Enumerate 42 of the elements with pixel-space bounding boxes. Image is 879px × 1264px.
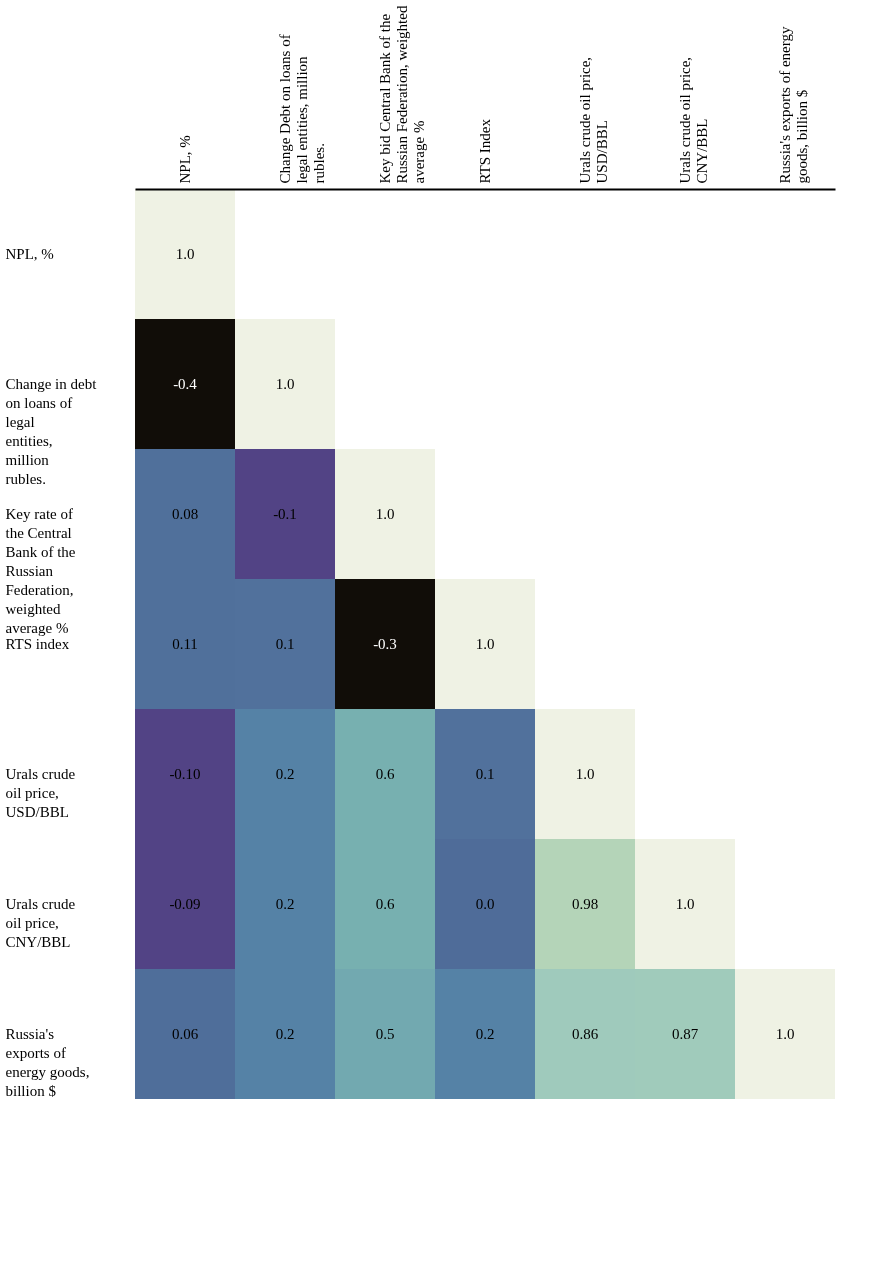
data-label: -0.09 xyxy=(169,896,201,912)
y-tick-label: NPL, % xyxy=(5,246,54,262)
x-tick-label: NPL, % xyxy=(177,135,193,184)
data-label: 1.0 xyxy=(775,1026,795,1042)
data-label: 1.0 xyxy=(175,246,195,262)
data-label: 1.0 xyxy=(275,376,295,392)
x-tick-label: Key bid Central Bank of the Russian Federation, weighted average % xyxy=(377,5,427,184)
data-label: 0.6 xyxy=(375,766,395,782)
x-tick-label: Change Debt on loans of legal entities, million rubles. xyxy=(277,34,327,184)
data-label: -0.3 xyxy=(373,636,397,652)
y-tick-label: Change in debt on loans of legal entities, million rubles. xyxy=(5,376,98,487)
data-label: 0.11 xyxy=(172,636,198,652)
data-label: 0.5 xyxy=(375,1026,395,1042)
x-tick-label: Russia's exports of energy goods, billion $ xyxy=(777,26,810,184)
data-label: 0.0 xyxy=(475,896,495,912)
x-tick-label: Urals crude oil price, USD/BBL xyxy=(577,56,610,184)
data-label: -0.10 xyxy=(169,766,201,782)
data-label: 0.2 xyxy=(275,896,295,912)
data-label: 0.2 xyxy=(275,1026,295,1042)
data-label: -0.4 xyxy=(173,376,198,392)
y-tick-label: RTS index xyxy=(5,636,70,652)
data-label: 0.1 xyxy=(275,636,295,652)
data-label: 1.0 xyxy=(375,506,395,522)
data-label: 0.86 xyxy=(571,1026,599,1042)
data-label: 0.1 xyxy=(475,766,495,782)
data-label: 0.98 xyxy=(571,896,599,912)
data-label: 0.2 xyxy=(275,766,295,782)
y-tick-label: Key rate of the Central Bank of the Russian Federation, weighted average % xyxy=(5,506,76,636)
x-tick-label: RTS Index xyxy=(477,118,493,184)
data-label: 0.06 xyxy=(171,1026,199,1042)
data-label: 0.2 xyxy=(475,1026,495,1042)
data-label: 0.87 xyxy=(671,1026,699,1042)
x-tick-label: Urals crude oil price, CNY/BBL xyxy=(677,56,710,184)
data-label: 1.0 xyxy=(575,766,595,782)
y-tick-label: Urals crude oil price, USD/BBL xyxy=(5,766,76,820)
y-tick-label: Russia's exports of energy goods, billion $ xyxy=(5,1026,90,1099)
data-label: 1.0 xyxy=(475,636,495,652)
y-tick-label: Urals crude oil price, CNY/BBL xyxy=(5,896,76,950)
data-label: -0.1 xyxy=(273,506,297,522)
data-label: 0.6 xyxy=(375,896,395,912)
data-label: 0.08 xyxy=(171,506,199,522)
data-label: 1.0 xyxy=(675,896,695,912)
